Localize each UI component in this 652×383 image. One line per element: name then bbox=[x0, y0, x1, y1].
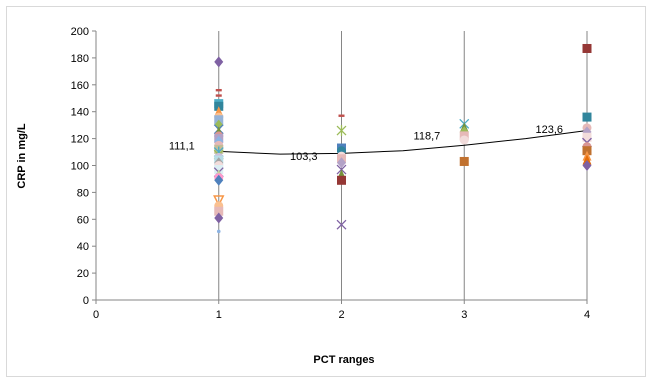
data-points bbox=[213, 43, 592, 234]
data-point bbox=[214, 174, 224, 186]
data-point bbox=[582, 154, 592, 165]
data-point bbox=[215, 94, 222, 97]
data-point bbox=[214, 206, 224, 216]
data-point bbox=[582, 132, 592, 142]
y-tick-label: 120 bbox=[71, 134, 89, 146]
data-point bbox=[582, 112, 592, 122]
y-tick-label: 0 bbox=[83, 295, 89, 307]
y-tick-label: 160 bbox=[71, 80, 89, 92]
data-point bbox=[214, 119, 224, 131]
mean-labels: 111,1 103,3 118,7 123,6 bbox=[169, 124, 563, 163]
data-point bbox=[214, 212, 224, 224]
y-tick-label: 200 bbox=[71, 26, 89, 38]
data-point bbox=[582, 160, 592, 171]
chart-canvas: 0 20 40 60 80 100 120 140 160 180 200 0 1 2 3 4 111,1 10… bbox=[16, 26, 592, 366]
data-point bbox=[336, 219, 347, 230]
x-tick-label: 2 bbox=[338, 309, 344, 321]
x-axis-label: PCT ranges bbox=[313, 354, 374, 366]
data-point bbox=[459, 156, 469, 166]
data-point bbox=[338, 114, 345, 117]
y-tick-label: 80 bbox=[77, 187, 89, 199]
x-tick-label: 3 bbox=[461, 309, 467, 321]
data-point bbox=[213, 195, 225, 207]
data-point bbox=[215, 88, 222, 92]
data-point bbox=[337, 157, 346, 169]
trendline bbox=[218, 130, 588, 155]
data-point bbox=[336, 125, 347, 137]
mean-label: 111,1 bbox=[169, 141, 195, 153]
axes: 0 20 40 60 80 100 120 140 160 180 200 0 1 2 3 4 bbox=[71, 26, 590, 321]
y-axis-label: CRP in mg/L bbox=[16, 123, 28, 188]
mean-label: 123,6 bbox=[535, 124, 563, 136]
y-tick-label: 140 bbox=[71, 107, 89, 119]
x-tick-label: 0 bbox=[93, 309, 99, 321]
data-point bbox=[216, 229, 221, 234]
data-point bbox=[459, 135, 469, 145]
y-tick-label: 40 bbox=[77, 241, 89, 253]
gridlines bbox=[218, 31, 588, 300]
x-tick-label: 1 bbox=[216, 309, 222, 321]
data-point bbox=[582, 43, 592, 53]
trendline-group bbox=[218, 130, 588, 155]
data-point bbox=[214, 56, 224, 68]
y-tick-label: 60 bbox=[77, 214, 89, 226]
data-point bbox=[337, 175, 346, 185]
y-tick-label: 100 bbox=[71, 161, 89, 173]
y-tick-label: 20 bbox=[77, 268, 89, 280]
chart-frame: 0 20 40 60 80 100 120 140 160 180 200 0 1 2 3 4 111,1 10… bbox=[6, 6, 646, 377]
mean-label: 118,7 bbox=[414, 130, 441, 142]
x-tick-label: 4 bbox=[584, 309, 590, 321]
y-tick-label: 180 bbox=[71, 53, 89, 65]
mean-label: 103,3 bbox=[290, 151, 318, 163]
